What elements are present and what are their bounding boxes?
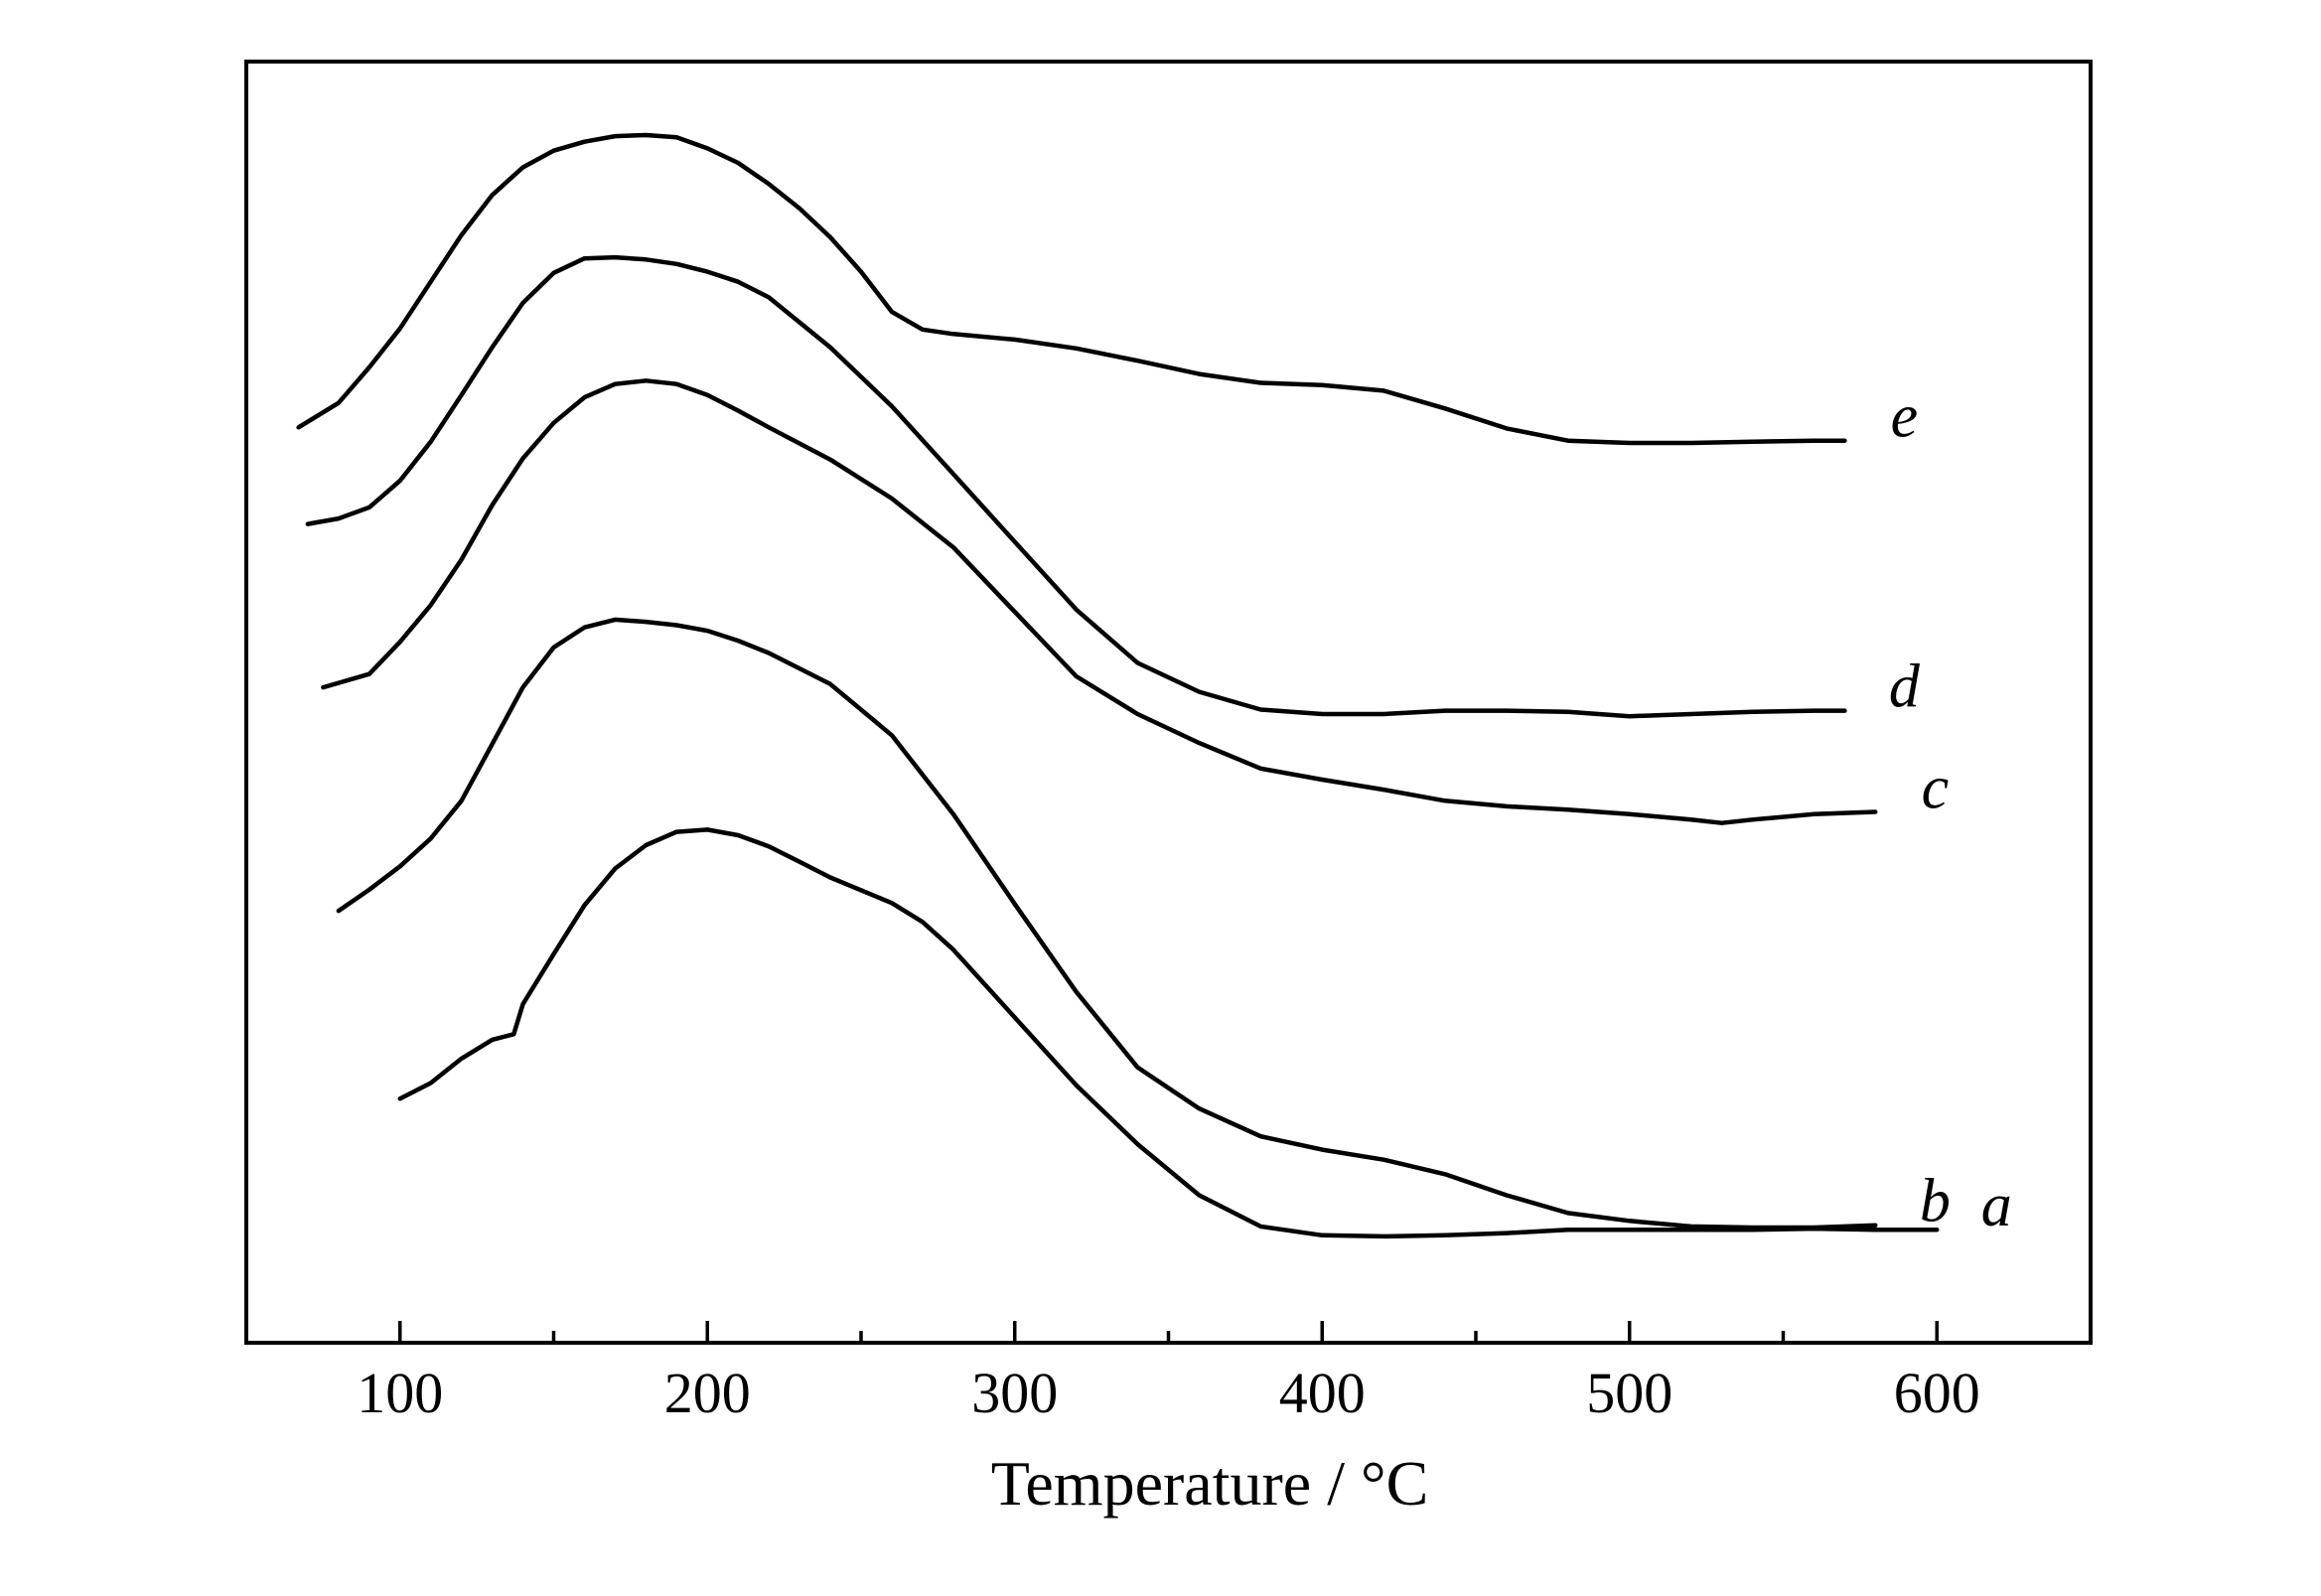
x-axis-label: Temperature / °C <box>991 1448 1429 1519</box>
x-tick-labels: 100 200 300 400 500 600 <box>357 1361 1980 1425</box>
x-tick-label: 200 <box>664 1361 751 1425</box>
plot-frame <box>244 60 2093 1345</box>
series-c-label: c <box>1922 754 1950 821</box>
series-a-label: a <box>1981 1172 2012 1239</box>
series-b-line <box>336 617 1878 1231</box>
series-d-line <box>305 254 1847 719</box>
x-tick-label: 300 <box>971 1361 1058 1425</box>
series-labels: ab cd e <box>1889 383 2012 1239</box>
series-e-label: e <box>1891 383 1919 451</box>
series-b-label: b <box>1920 1168 1951 1235</box>
x-tick-label: 100 <box>357 1361 443 1425</box>
series-d-label: d <box>1889 653 1921 721</box>
x-tick-label: 600 <box>1894 1361 1980 1425</box>
series-c-line <box>321 378 1878 825</box>
x-tick-label: 400 <box>1279 1361 1366 1425</box>
x-ticks <box>398 1321 1939 1343</box>
series-e-line <box>296 132 1847 446</box>
x-tick-label: 500 <box>1586 1361 1672 1425</box>
series-a-line <box>397 827 1940 1239</box>
curves <box>296 132 1940 1239</box>
